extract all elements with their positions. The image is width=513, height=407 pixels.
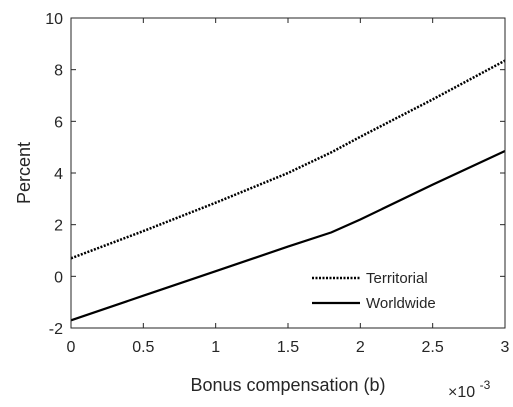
series xyxy=(70,59,506,322)
y-tick-label: 10 xyxy=(45,11,63,28)
y-tick-label: 4 xyxy=(54,166,63,183)
legend: Territorial Worldwide xyxy=(312,270,436,312)
legend-label-territorial: Territorial xyxy=(366,270,428,287)
x-tick-label: 2 xyxy=(356,339,365,356)
x-tick-label: 3 xyxy=(501,339,510,356)
x-tick-label: 1.5 xyxy=(277,339,299,356)
plot-frame xyxy=(70,17,506,329)
series-line-worldwide xyxy=(70,150,506,322)
y-tick-label: 2 xyxy=(54,218,63,235)
series-line-territorial xyxy=(70,59,506,260)
y-axis-label: Percent xyxy=(14,142,34,204)
x-axis-multiplier-exponent: -3 xyxy=(480,378,491,392)
x-tick-label: 0.5 xyxy=(132,339,154,356)
y-tick-label: -2 xyxy=(49,321,63,338)
legend-label-worldwide: Worldwide xyxy=(366,295,436,312)
x-tick-label: 2.5 xyxy=(422,339,444,356)
x-axis-multiplier-base: ×10 xyxy=(448,384,475,401)
x-tick-label: 1 xyxy=(211,339,220,356)
x-axis-label: Bonus compensation (b) xyxy=(190,375,385,395)
x-tick-label: 0 xyxy=(67,339,76,356)
y-tick-label: 0 xyxy=(54,269,63,286)
y-tick-label: 6 xyxy=(54,114,63,131)
y-tick-label: 8 xyxy=(54,63,63,80)
x-axis-multiplier: ×10 -3 xyxy=(448,378,491,401)
